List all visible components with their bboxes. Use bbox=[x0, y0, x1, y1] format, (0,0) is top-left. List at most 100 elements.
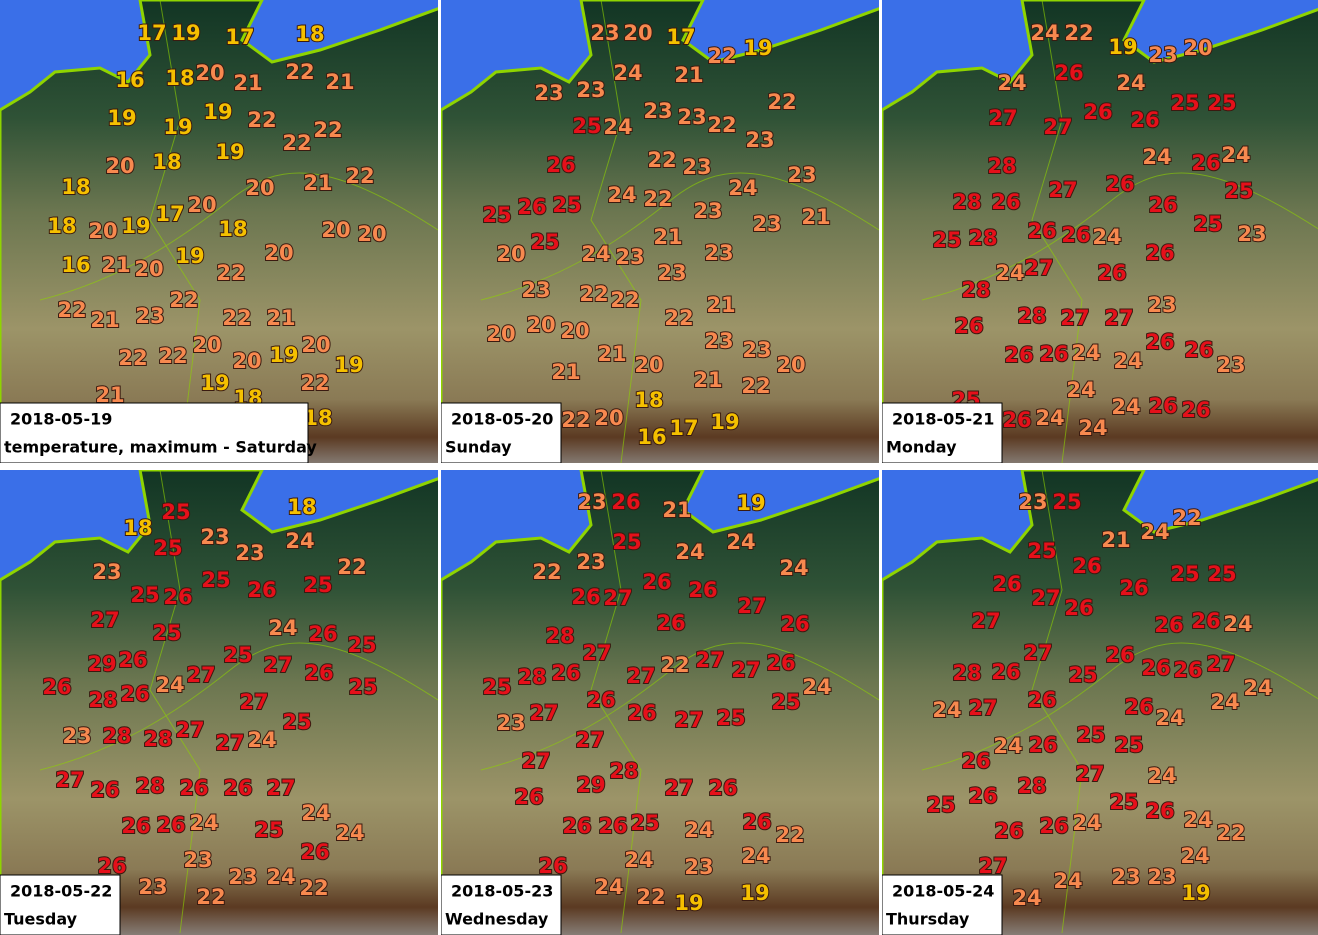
temperature-label: 19 bbox=[1181, 881, 1210, 905]
temperature-label: 22 bbox=[118, 346, 147, 370]
temperature-label: 26 bbox=[538, 854, 567, 878]
temperature-label: 26 bbox=[179, 776, 208, 800]
temperature-label: 27 bbox=[239, 690, 268, 714]
temperature-label: 23 bbox=[787, 163, 816, 187]
temperature-label: 25 bbox=[303, 573, 332, 597]
temperature-label: 24 bbox=[1183, 808, 1212, 832]
temperature-label: 21 bbox=[597, 342, 626, 366]
temperature-label: 24 bbox=[1078, 416, 1107, 440]
temperature-label: 29 bbox=[87, 652, 116, 676]
temperature-label: 22 bbox=[300, 371, 329, 395]
temperature-label: 26 bbox=[300, 840, 329, 864]
temperature-label: 27 bbox=[1206, 652, 1235, 676]
temperature-label: 20 bbox=[1183, 36, 1212, 60]
temperature-label: 20 bbox=[192, 333, 221, 357]
temperature-label: 22 bbox=[222, 306, 251, 330]
temperature-label: 23 bbox=[1148, 43, 1177, 67]
temperature-label: 26 bbox=[992, 572, 1021, 596]
temperature-label: 26 bbox=[120, 682, 149, 706]
date-label: 2018-05-19 bbox=[10, 410, 112, 429]
temperature-label: 26 bbox=[780, 612, 809, 636]
temperature-label: 25 bbox=[348, 675, 377, 699]
caption-label: Thursday bbox=[886, 910, 970, 929]
temperature-label: 27 bbox=[1104, 306, 1133, 330]
temperature-label: 25 bbox=[1170, 91, 1199, 115]
temperature-label: 21 bbox=[1101, 528, 1130, 552]
temperature-label: 18 bbox=[295, 22, 324, 46]
date-label: 2018-05-23 bbox=[451, 882, 553, 901]
temperature-label: 26 bbox=[656, 611, 685, 635]
temperature-label: 23 bbox=[1147, 293, 1176, 317]
caption-label: Wednesday bbox=[445, 910, 549, 929]
temperature-label: 26 bbox=[1184, 338, 1213, 362]
temperature-label: 24 bbox=[932, 698, 961, 722]
temperature-label: 19 bbox=[674, 891, 703, 915]
temperature-label: 19 bbox=[107, 106, 136, 130]
temperature-label: 22 bbox=[345, 164, 374, 188]
temperature-label: 21 bbox=[90, 308, 119, 332]
temperature-label: 25 bbox=[1114, 733, 1143, 757]
temperature-label: 27 bbox=[664, 776, 693, 800]
land bbox=[882, 0, 1318, 463]
border bbox=[480, 470, 879, 934]
border bbox=[921, 470, 1318, 934]
temperature-label: 26 bbox=[1145, 241, 1174, 265]
temperature-label: 22 bbox=[741, 374, 770, 398]
temperature-label: 25 bbox=[572, 114, 601, 138]
temperature-label: 20 bbox=[88, 219, 117, 243]
temperature-label: 26 bbox=[223, 776, 252, 800]
temperature-label: 26 bbox=[961, 749, 990, 773]
temperature-label: 22 bbox=[247, 108, 276, 132]
temperature-label: 20 bbox=[195, 61, 224, 85]
temperature-label: 23 bbox=[657, 261, 686, 285]
temperature-label: 25 bbox=[1109, 790, 1138, 814]
temperature-label: 20 bbox=[776, 353, 805, 377]
temperature-label: 18 bbox=[123, 516, 152, 540]
temperature-label: 28 bbox=[987, 154, 1016, 178]
temperature-label: 23 bbox=[1216, 353, 1245, 377]
temperature-label: 25 bbox=[223, 643, 252, 667]
temperature-label: 24 bbox=[1147, 764, 1176, 788]
temperature-label: 25 bbox=[1052, 490, 1081, 514]
temperature-label: 22 bbox=[707, 44, 736, 68]
temperature-label: 26 bbox=[571, 585, 600, 609]
temperature-label: 25 bbox=[282, 710, 311, 734]
temperature-label: 26 bbox=[562, 814, 591, 838]
temperature-label: 26 bbox=[1004, 343, 1033, 367]
temperature-label: 23 bbox=[534, 81, 563, 105]
temperature-label: 20 bbox=[594, 406, 623, 430]
temperature-label: 23 bbox=[590, 21, 619, 45]
date-box bbox=[882, 402, 1003, 463]
temperature-label: 28 bbox=[102, 724, 131, 748]
temperature-label: 24 bbox=[1223, 612, 1252, 636]
temperature-label: 29 bbox=[576, 773, 605, 797]
temperature-label: 27 bbox=[971, 609, 1000, 633]
temperature-label: 27 bbox=[575, 728, 604, 752]
temperature-label: 24 bbox=[726, 530, 755, 554]
temperature-label: 24 bbox=[993, 734, 1022, 758]
temperature-label: 23 bbox=[496, 711, 525, 735]
temperature-label: 24 bbox=[268, 616, 297, 640]
temperature-label: 24 bbox=[1111, 395, 1140, 419]
temperature-label: 26 bbox=[1061, 223, 1090, 247]
temperature-label: 23 bbox=[576, 550, 605, 574]
temperature-label: 23 bbox=[1237, 222, 1266, 246]
temperature-label: 26 bbox=[991, 660, 1020, 684]
temperature-label: 28 bbox=[961, 278, 990, 302]
temperature-label: 18 bbox=[218, 217, 247, 241]
temperature-label: 26 bbox=[163, 585, 192, 609]
temperature-label: 24 bbox=[1092, 225, 1121, 249]
date-box bbox=[441, 402, 562, 463]
temperature-label: 27 bbox=[1023, 641, 1052, 665]
temperature-label: 26 bbox=[156, 813, 185, 837]
temperature-label: 25 bbox=[161, 500, 190, 524]
temperature-label: 26 bbox=[1105, 172, 1134, 196]
temperature-label: 24 bbox=[1210, 690, 1239, 714]
temperature-label: 20 bbox=[526, 313, 555, 337]
temperature-label: 24 bbox=[1243, 676, 1272, 700]
temperature-label: 25 bbox=[612, 530, 641, 554]
temperature-label: 25 bbox=[1193, 212, 1222, 236]
